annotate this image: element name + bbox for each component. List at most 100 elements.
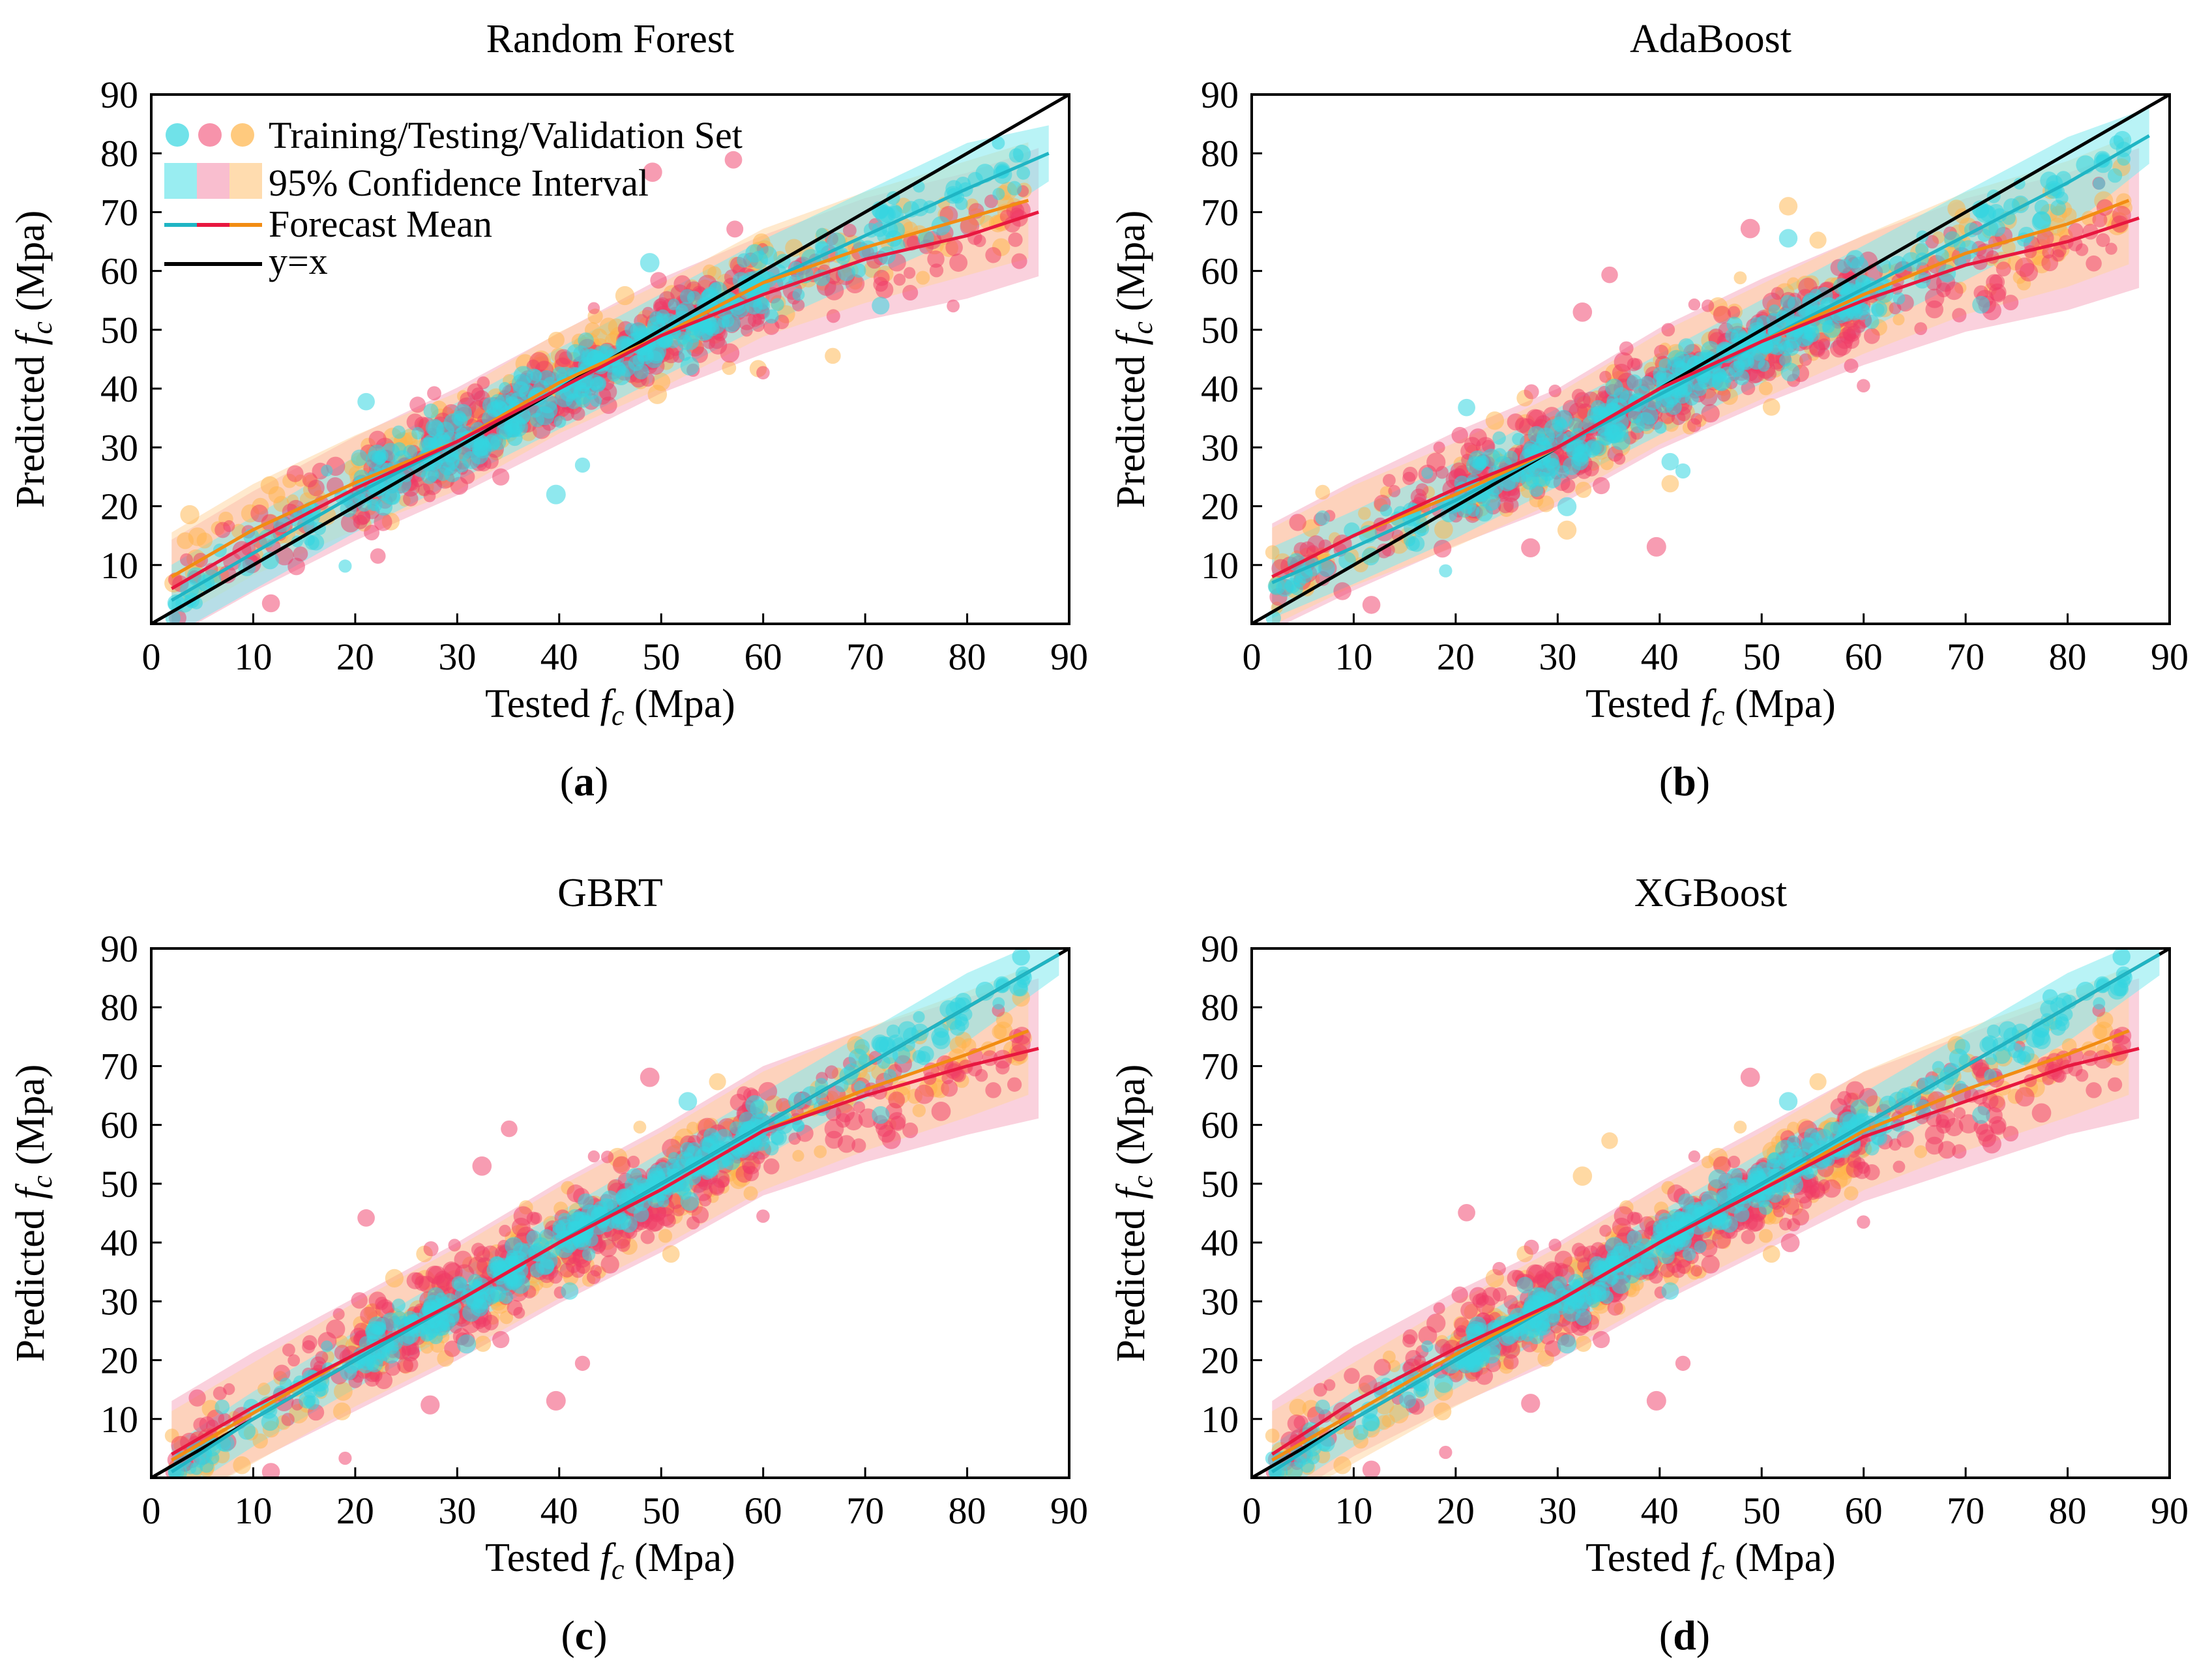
- data-point: [582, 1247, 596, 1261]
- legend-band-validation: [229, 163, 262, 199]
- data-point: [730, 1121, 743, 1135]
- data-point: [1733, 1121, 1747, 1134]
- data-point: [1688, 1150, 1701, 1163]
- data-point: [2107, 168, 2123, 183]
- data-point: [1512, 433, 1525, 446]
- data-point: [758, 1081, 778, 1101]
- data-point: [357, 392, 375, 411]
- x-tick-label: 30: [1539, 636, 1576, 678]
- x-axis-label: Tested fc (Mpa): [1585, 682, 1836, 731]
- chart-title: AdaBoost: [1630, 17, 1792, 61]
- data-point: [1863, 328, 1880, 344]
- data-point: [1524, 384, 1539, 400]
- data-point: [771, 298, 784, 312]
- data-point: [1741, 1229, 1756, 1244]
- data-point: [904, 267, 916, 279]
- x-tick-label: 0: [142, 1490, 161, 1532]
- data-point: [1426, 1314, 1446, 1333]
- data-point: [1433, 539, 1452, 558]
- data-point: [1575, 481, 1592, 498]
- data-point: [1008, 232, 1023, 247]
- data-point: [1492, 1287, 1507, 1302]
- data-point: [258, 1382, 271, 1396]
- data-point: [1007, 1077, 1022, 1092]
- data-point: [351, 449, 368, 466]
- data-point: [600, 396, 617, 414]
- x-tick-label: 80: [949, 636, 986, 678]
- data-point: [1717, 388, 1731, 402]
- plot-area: [151, 948, 1069, 1478]
- x-tick-label: 60: [745, 636, 782, 678]
- data-point: [1936, 282, 1951, 298]
- data-point: [385, 1269, 404, 1288]
- data-point: [1779, 1218, 1792, 1231]
- data-point: [448, 1239, 461, 1252]
- data-point: [475, 1335, 492, 1352]
- data-point: [2112, 205, 2131, 225]
- data-point: [1566, 441, 1585, 460]
- data-point: [992, 188, 1005, 201]
- data-point: [177, 532, 194, 550]
- data-point: [2032, 211, 2051, 229]
- forecast-mean-testing: [171, 1046, 1039, 1456]
- data-point: [1265, 1428, 1280, 1443]
- data-point: [1287, 1414, 1306, 1433]
- data-point: [678, 334, 694, 350]
- data-point: [1809, 1073, 1827, 1091]
- data-point: [435, 465, 450, 481]
- plot-area: [151, 95, 1069, 624]
- data-point: [1740, 218, 1760, 239]
- data-point: [423, 1241, 439, 1257]
- data-point: [519, 384, 535, 401]
- y-tick-label: 70: [100, 1045, 138, 1087]
- data-point: [750, 1099, 769, 1118]
- data-point: [1521, 538, 1541, 558]
- data-point: [214, 1399, 230, 1415]
- data-point: [1455, 1325, 1468, 1338]
- data-point: [1675, 1355, 1691, 1372]
- data-point: [678, 1092, 698, 1111]
- data-point: [1315, 510, 1331, 525]
- data-point: [1382, 473, 1396, 487]
- data-point: [877, 1124, 896, 1143]
- data-point: [854, 1038, 870, 1055]
- plot-area: [1252, 948, 2170, 1478]
- forecast-mean-training: [170, 952, 1060, 1474]
- data-point: [752, 1151, 765, 1164]
- data-point: [680, 357, 700, 376]
- data-point: [451, 410, 467, 426]
- data-point: [1758, 1229, 1773, 1243]
- data-point: [499, 382, 511, 394]
- data-point: [792, 288, 805, 301]
- data-point: [1935, 248, 1949, 263]
- data-point: [912, 1050, 926, 1064]
- data-point: [1607, 446, 1623, 462]
- data-point: [1972, 295, 1990, 314]
- x-tick-label: 30: [438, 1490, 476, 1532]
- data-point: [1697, 371, 1716, 390]
- data-point: [299, 1391, 316, 1409]
- data-point: [792, 1120, 804, 1132]
- y-tick-label: 30: [100, 426, 138, 469]
- data-point: [893, 273, 906, 286]
- data-point: [615, 286, 635, 306]
- y-tick-label: 20: [1201, 486, 1239, 528]
- data-point: [640, 1067, 660, 1087]
- data-point: [992, 136, 1005, 150]
- data-point: [1009, 978, 1028, 997]
- data-point: [1766, 313, 1780, 327]
- y-tick-label: 90: [100, 74, 138, 116]
- data-point: [1799, 353, 1812, 366]
- data-point: [1646, 536, 1666, 557]
- y-axis-label: Predicted fc (Mpa): [1109, 211, 1158, 508]
- data-point: [484, 433, 502, 450]
- data-point: [288, 1354, 301, 1367]
- y-tick-label: 70: [100, 191, 138, 233]
- data-point: [392, 1299, 406, 1312]
- data-point: [890, 1115, 906, 1132]
- data-point: [385, 1360, 401, 1376]
- y-tick-label: 10: [1201, 544, 1239, 587]
- data-point: [338, 1451, 352, 1465]
- data-point: [2041, 254, 2059, 272]
